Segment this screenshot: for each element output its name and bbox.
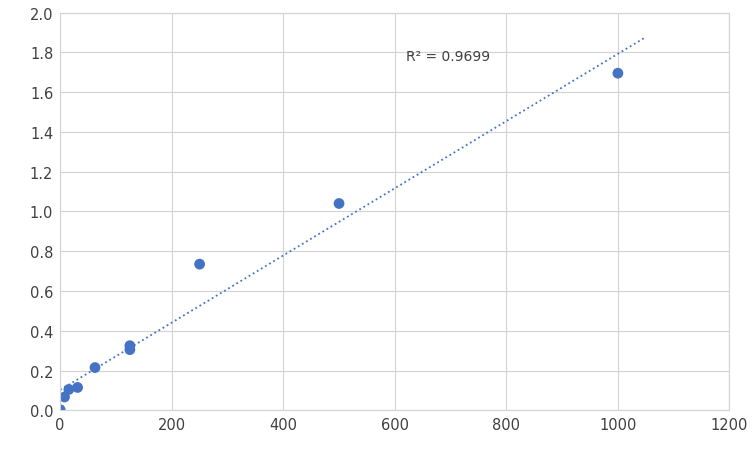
Text: R² = 0.9699: R² = 0.9699 (406, 50, 490, 64)
Point (54, 406, 66, 414)
Point (124, 346, 136, 354)
Point (193, 261, 205, 268)
Point (71, 384, 83, 391)
Point (612, 70, 624, 78)
Point (89, 364, 101, 371)
Point (59, 394, 71, 401)
Point (63, 386, 75, 393)
Point (124, 342, 136, 350)
Point (333, 200, 345, 207)
